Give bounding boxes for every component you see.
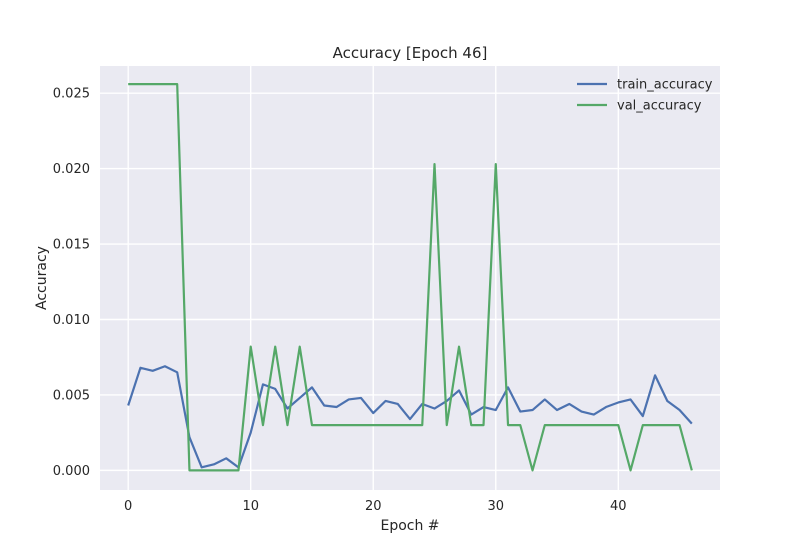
y-axis-label: Accuracy xyxy=(34,246,50,310)
x-tick-label: 30 xyxy=(487,499,504,514)
series-line-train-accuracy xyxy=(127,365,693,469)
x-tick-labels: 0 10 20 30 40 xyxy=(124,499,627,514)
y-tick-label: 0.020 xyxy=(53,162,90,177)
x-axis-label: Epoch # xyxy=(380,518,439,534)
x-tick-label: 0 xyxy=(124,499,132,514)
chart-title: Accuracy [Epoch 46] xyxy=(333,44,488,62)
y-tick-label: 0.005 xyxy=(53,388,90,403)
y-tick-label: 0.010 xyxy=(53,313,90,328)
y-tick-label: 0.025 xyxy=(53,87,90,102)
x-tick-label: 10 xyxy=(242,499,259,514)
y-tick-labels: 0.000 0.005 0.010 0.015 0.020 0.025 xyxy=(53,87,90,479)
x-tick-label: 20 xyxy=(365,499,382,514)
series-line-val-accuracy xyxy=(128,83,693,472)
y-tick-label: 0.000 xyxy=(53,464,90,479)
grid-lines xyxy=(100,66,720,490)
x-tick-label: 40 xyxy=(610,499,627,514)
legend-label: train_accuracy xyxy=(617,78,713,93)
series-lines xyxy=(127,83,693,472)
plot-area xyxy=(100,66,720,490)
legend-label: val_accuracy xyxy=(617,99,702,114)
y-tick-label: 0.015 xyxy=(53,238,90,253)
legend: train_accuracy val_accuracy xyxy=(577,78,713,114)
